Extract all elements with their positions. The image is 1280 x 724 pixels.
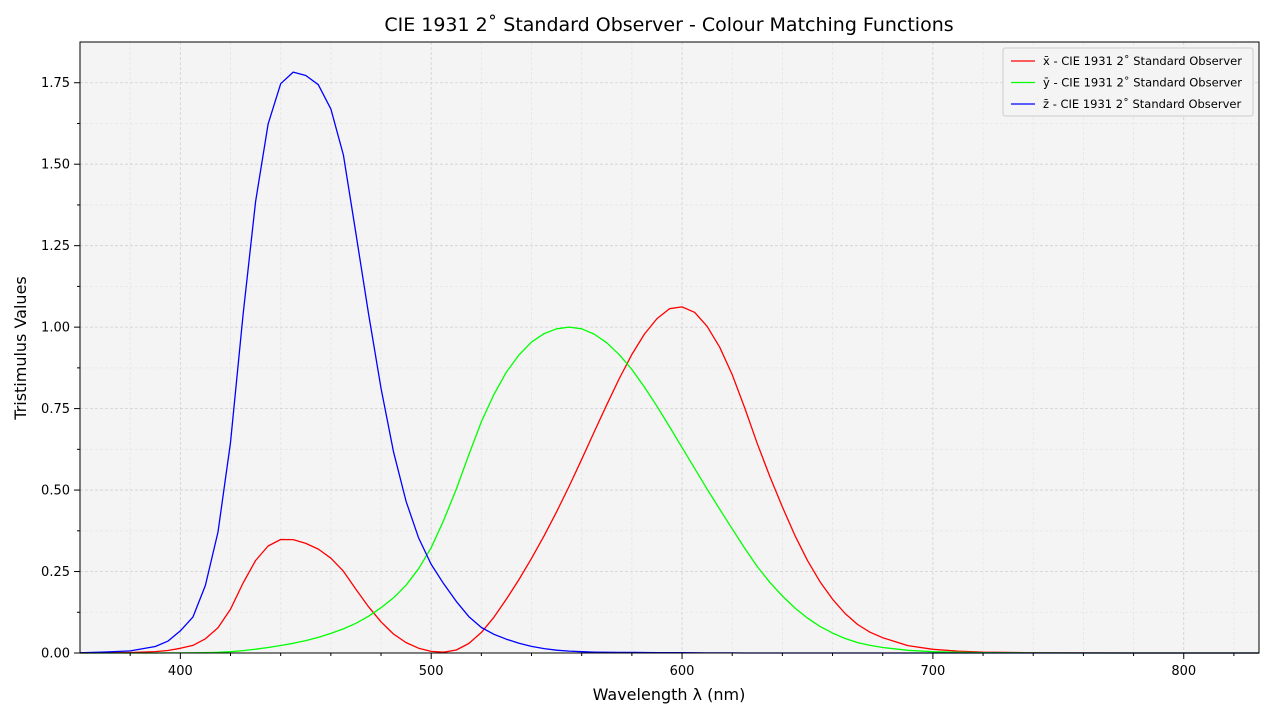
x-axis-label: Wavelength λ (nm): [593, 685, 746, 704]
legend-item: z̄ - CIE 1931 2˚ Standard Observer: [1011, 96, 1241, 111]
x-tick-label: 800: [1171, 664, 1196, 679]
x-tick-label: 400: [168, 664, 193, 679]
axes-frame: [79, 41, 1260, 654]
legend-box: [1002, 47, 1254, 117]
x-tick-label: 600: [670, 664, 695, 679]
y-tick-label: 1.25: [41, 239, 70, 254]
plot-background: [80, 42, 1259, 653]
y-axis-label: Tristimulus Values: [11, 276, 30, 421]
legend-label: ȳ - CIE 1931 2˚ Standard Observer: [1043, 75, 1242, 90]
x-tick-label: 500: [419, 664, 444, 679]
y-tick-label: 0.75: [41, 402, 70, 417]
legend: x̄ - CIE 1931 2˚ Standard Observer ȳ - C…: [1002, 47, 1254, 117]
legend-item: x̄ - CIE 1931 2˚ Standard Observer: [1011, 53, 1242, 68]
y-tick-label: 1.75: [41, 76, 70, 91]
legend-label: x̄ - CIE 1931 2˚ Standard Observer: [1043, 53, 1242, 68]
x-tick-label: 700: [920, 664, 945, 679]
legend-item: ȳ - CIE 1931 2˚ Standard Observer: [1011, 75, 1242, 90]
series-line-y-bar: [80, 326, 1259, 654]
axis-ticks: 400 500 600 700 800 0.00 0.25 0.50 0.75 1.00 1.25 1…: [41, 76, 1235, 679]
y-tick-label: 0.00: [41, 647, 70, 662]
y-tick-label: 1.00: [41, 321, 70, 336]
chart-title: CIE 1931 2˚ Standard Observer - Colour M…: [384, 14, 953, 36]
y-tick-label: 0.50: [41, 484, 70, 499]
legend-label: z̄ - CIE 1931 2˚ Standard Observer: [1043, 96, 1241, 111]
y-tick-label: 1.50: [41, 158, 70, 173]
y-tick-label: 0.25: [41, 565, 70, 580]
series-line-x-bar: [79, 306, 1259, 654]
